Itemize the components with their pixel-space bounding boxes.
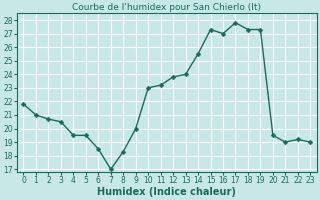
Title: Courbe de l'humidex pour San Chierlo (It): Courbe de l'humidex pour San Chierlo (It… xyxy=(72,3,261,12)
X-axis label: Humidex (Indice chaleur): Humidex (Indice chaleur) xyxy=(98,187,236,197)
